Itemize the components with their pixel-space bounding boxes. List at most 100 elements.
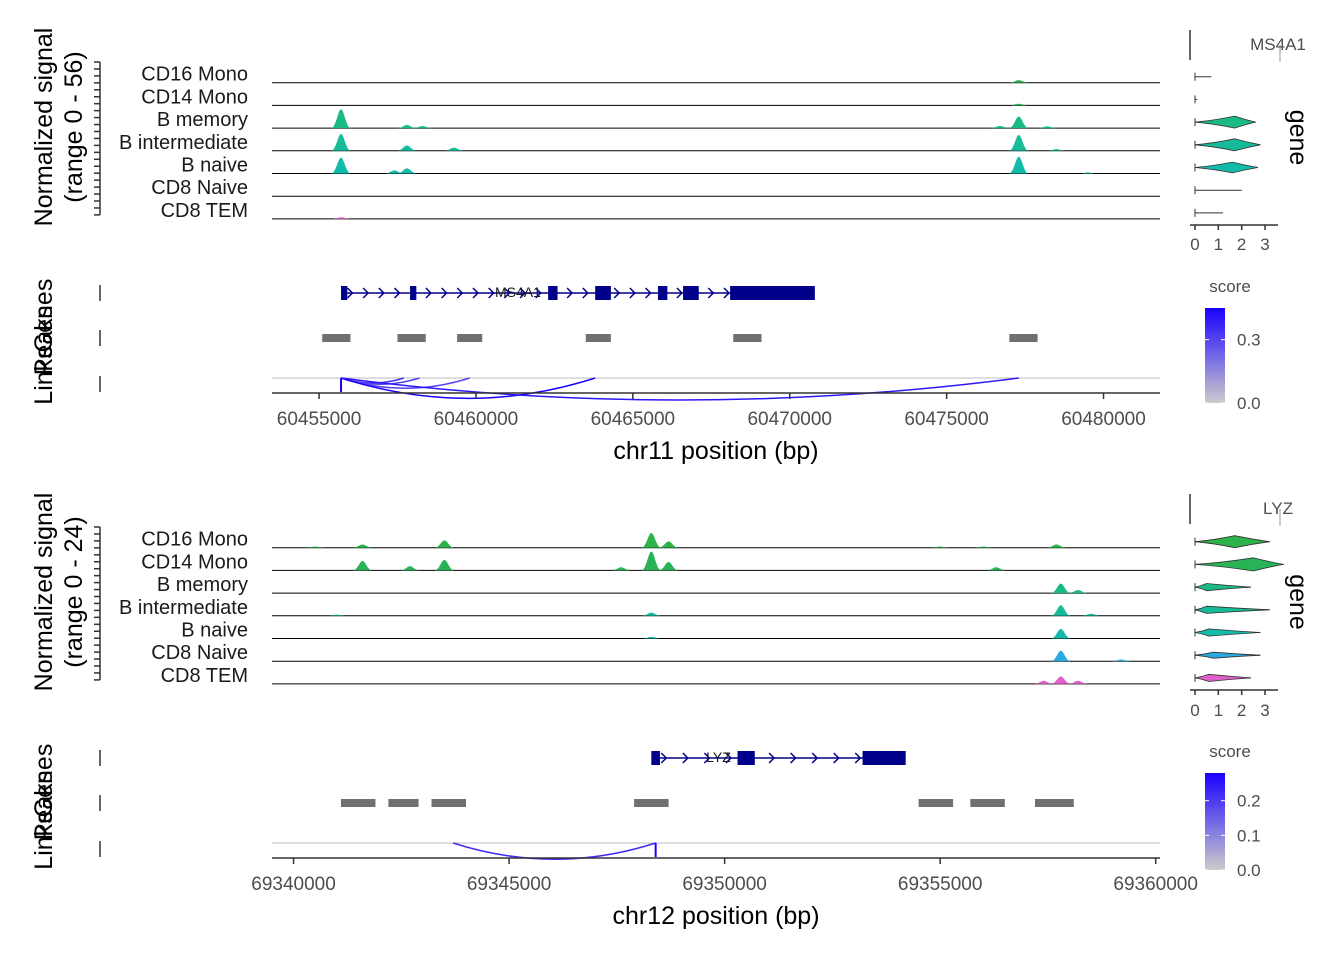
peak-bar xyxy=(585,334,611,342)
coverage-peak xyxy=(331,109,352,129)
gene-strand-arrow xyxy=(362,287,370,299)
x-tick-label: 60460000 xyxy=(434,409,519,430)
gene-name: MS4A1 xyxy=(495,284,541,300)
score-legend-label: 0.1 xyxy=(1237,826,1261,845)
gene-strand-arrow xyxy=(441,287,448,299)
track-label: CD8 Naive xyxy=(151,177,248,199)
gene-strand-arrow xyxy=(425,287,432,299)
coverage-peak xyxy=(989,126,1010,129)
peak-bar xyxy=(457,334,483,342)
score-legend-label: 0.3 xyxy=(1237,331,1261,350)
x-axis-title: chr11 position (bp) xyxy=(613,437,818,465)
gene-strand-arrow xyxy=(519,287,527,299)
x-axis-title: chr12 position (bp) xyxy=(612,902,819,930)
x-tick-label: 69360000 xyxy=(1113,874,1198,895)
coverage-peak xyxy=(1050,583,1071,594)
side-label-genes: Genes xyxy=(30,744,58,818)
expr-x-tick-label: 2 xyxy=(1237,235,1246,254)
score-legend-label: 0.0 xyxy=(1237,394,1261,413)
coverage-peak xyxy=(434,559,455,571)
gene-strand-arrow xyxy=(535,287,542,299)
gene-exon xyxy=(730,286,815,300)
y-axis-label-line: (range 0 - 56) xyxy=(60,51,88,202)
expr-x-tick-label: 3 xyxy=(1260,235,1269,254)
peak-bar xyxy=(322,334,351,342)
track-label: CD8 TEM xyxy=(161,665,248,687)
gene-strand-arrow xyxy=(725,752,732,764)
gene-name: LYZ xyxy=(706,749,731,765)
track-label: CD16 Mono xyxy=(141,64,248,86)
peak-bar xyxy=(340,799,376,807)
peak-bar xyxy=(918,799,954,807)
x-tick-label: 69350000 xyxy=(682,874,767,895)
gene-strand-arrow xyxy=(833,752,840,764)
score-legend-bar xyxy=(1205,308,1225,403)
coverage-peak xyxy=(1008,80,1029,83)
track-label: CD8 TEM xyxy=(161,200,248,222)
coverage-peak xyxy=(1046,149,1067,151)
track-label: B naive xyxy=(181,620,248,642)
track-label: B memory xyxy=(157,574,248,596)
track-label: B naive xyxy=(181,155,248,177)
expr-x-tick-label: 1 xyxy=(1214,701,1223,720)
violin-shape xyxy=(1194,583,1252,592)
coverage-peak xyxy=(399,566,420,571)
coverage-peak xyxy=(412,126,433,129)
coverage-peak xyxy=(973,546,994,548)
coverage-peak xyxy=(641,612,662,616)
coverage-peak xyxy=(396,168,417,174)
gene-strand-arrow xyxy=(723,287,731,299)
gene-strand-arrow xyxy=(660,752,668,764)
expr-x-tick-label: 3 xyxy=(1260,701,1269,720)
peak-bar xyxy=(388,799,419,807)
track-label: CD8 Naive xyxy=(151,642,248,664)
score-legend-title: score xyxy=(1209,742,1251,761)
coverage-peak xyxy=(1050,676,1071,684)
gene-strand-arrow xyxy=(613,287,621,299)
gene-exon xyxy=(862,751,906,765)
coverage-peak xyxy=(443,147,464,151)
coverage-peak xyxy=(352,544,373,548)
coverage-peak xyxy=(352,560,373,571)
link-arc xyxy=(340,377,1019,401)
gene-strand-arrow xyxy=(703,752,711,764)
coverage-peak xyxy=(658,541,679,548)
coverage-peak xyxy=(930,546,951,548)
violin-shape xyxy=(1194,115,1256,129)
gene-strand-arrow xyxy=(503,287,511,299)
gene-strand-arrow xyxy=(676,287,683,299)
peak-bar xyxy=(634,799,669,807)
gene-exon xyxy=(410,286,417,300)
y-axis-label-line: Normalized signal xyxy=(30,28,58,227)
side-label-genes: Genes xyxy=(30,279,58,353)
coverage-peak xyxy=(1050,629,1071,639)
gene-strand-arrow xyxy=(346,287,354,299)
side-label-links: Links xyxy=(30,811,58,869)
gene-strand-arrow xyxy=(488,287,495,299)
y-axis-label: Normalized signal(range 0 - 56) xyxy=(30,28,88,227)
coverage-peak xyxy=(434,540,455,548)
violin-shape xyxy=(1194,535,1270,549)
violin-shape xyxy=(1194,138,1261,152)
side-label-peaks: Peaks xyxy=(30,306,58,375)
gene-strand-arrow xyxy=(854,752,862,764)
violin-shape xyxy=(1194,628,1261,637)
gene-strand-arrow xyxy=(582,287,589,299)
coverage-peak xyxy=(1068,680,1089,684)
x-tick-label: 69355000 xyxy=(898,874,983,895)
expr-x-tick-label: 0 xyxy=(1190,235,1199,254)
coverage-peak xyxy=(611,567,632,571)
gene-exon xyxy=(548,286,558,300)
coverage-peak xyxy=(641,533,662,548)
expr-title: LYZ xyxy=(1263,499,1293,518)
x-tick-label: 69345000 xyxy=(467,874,552,895)
peak-bar xyxy=(431,799,466,807)
score-legend-label: 0.0 xyxy=(1237,861,1261,880)
expr-x-tick-label: 0 xyxy=(1190,701,1199,720)
gene-strand-arrow xyxy=(456,287,464,299)
coverage-peak xyxy=(326,614,347,616)
peak-bar xyxy=(1009,334,1038,342)
coverage-peak xyxy=(1077,172,1098,174)
